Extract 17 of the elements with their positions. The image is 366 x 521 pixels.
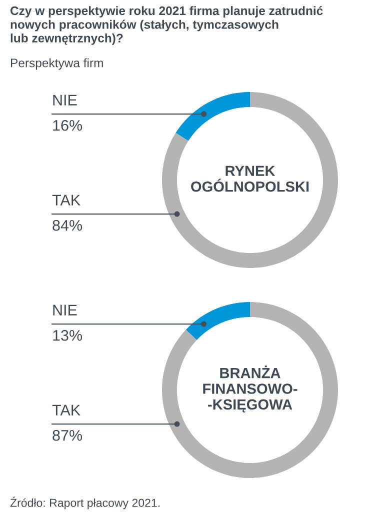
data-label: 87% (52, 430, 82, 441)
text: RYNEK OGÓLNOPOLSKI (191, 166, 309, 192)
slice-label: TAK (52, 194, 80, 206)
donut-slice (186, 302, 250, 340)
slice-label: NIE (53, 304, 77, 316)
text: BRANŻA FINANSOWO- -KSIĘGOWA (203, 366, 298, 413)
slice-label: TAK (52, 404, 80, 416)
data-label: 84% (52, 220, 82, 231)
donut-slice (162, 92, 338, 268)
chart-subtitle: Perspektywa firm (11, 58, 103, 70)
donut-slice (162, 302, 338, 478)
chart-title: Czy w perspektywie roku 2021 firma planuje zatrudnić nowych pracowników (stałych, tymczasowych lub zewnętrznych)? (10, 6, 323, 45)
data-label: 16% (53, 120, 82, 131)
text: Źródło: Raport płacowy 2021. (10, 496, 160, 510)
data-label: 13% (53, 330, 82, 341)
slice-label: NIE (53, 94, 77, 106)
donut-slice (176, 92, 250, 141)
